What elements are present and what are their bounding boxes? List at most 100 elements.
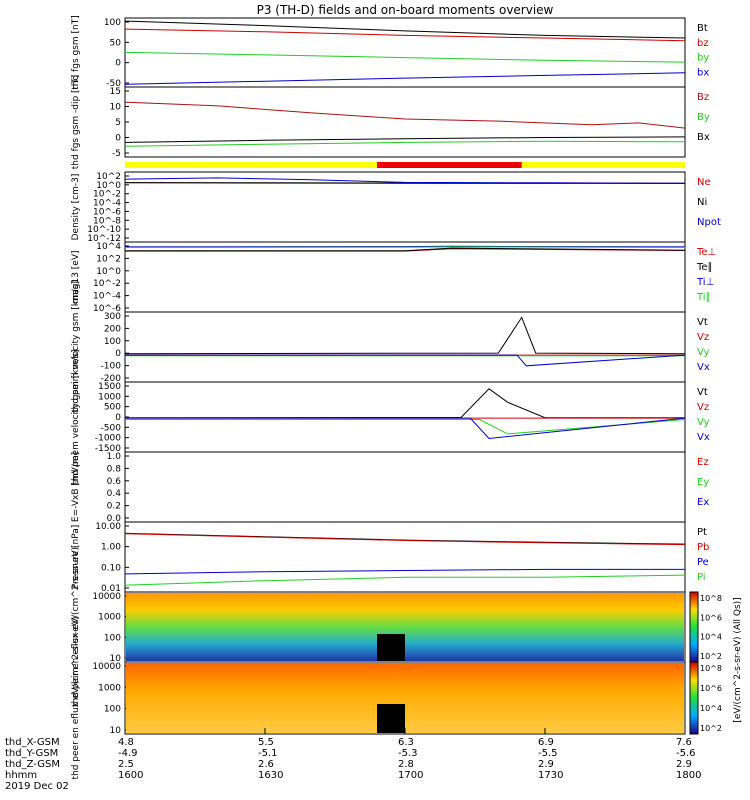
y-tick-label: 200 (104, 324, 121, 334)
series-line-Pe (124, 568, 685, 575)
y-tick-label: 15 (110, 87, 121, 97)
y-tick-label: 10^-6 (93, 304, 121, 314)
eph-t-4: 1800 (676, 770, 701, 781)
y-tick-label: 5 (115, 118, 121, 128)
eph-y-0: -4.9 (118, 748, 138, 759)
y-tick-label: 10 (110, 654, 122, 664)
panel-9: thd peer en eflux eV/(cm^2-s-sr-eV) 10000… (71, 616, 722, 779)
legend-entry: Ex (697, 497, 709, 508)
y-tick-label: 0.10 (101, 563, 121, 573)
series-line-Pi (124, 574, 686, 586)
y-tick-label: 1.0 (107, 452, 122, 462)
eph-label-x: thd_X-GSM (5, 737, 60, 748)
eph-t-1: 1630 (258, 770, 283, 781)
legend-entry: Vz (697, 402, 709, 413)
legend-entry: Ne (697, 177, 711, 188)
panel-5: thd peem velocity gsm [km/s] 150010005000… (71, 349, 710, 484)
legend-entry: bx (697, 67, 709, 78)
y-tick-label: 10^-8 (93, 216, 121, 226)
y-tick-label: -100 (101, 362, 122, 372)
series-line-bz (124, 28, 686, 42)
y-tick-label: 10^-10 (87, 225, 121, 235)
panel-frame (124, 381, 686, 453)
panel-frame (124, 241, 686, 313)
data-gap (377, 704, 405, 733)
panel-ylabel: E=-VxB [mV/m] (71, 452, 81, 522)
legend-entry: Vy (697, 347, 710, 358)
panel-ylabel: Pressure [nPa] (71, 525, 81, 590)
y-tick-label: 100 (104, 18, 121, 28)
legend-entry: by (697, 53, 709, 64)
panel-6: E=-VxB [mV/m] 1.0 0.8 0.6 0.4 0.2 0.0 Ez Ey Ex (71, 451, 709, 524)
panel-8: thd peir en eflux eV/(cm^2-s-sr-eV) 10000… (71, 547, 722, 707)
panel-1: thd fgs gsm -dip [nT] 15 10 5 0 -5 Bz By Bx (71, 75, 710, 170)
figure-title: P3 (TH-D) fields and on-board moments ov… (257, 3, 554, 17)
eph-x-1: 5.5 (258, 737, 274, 748)
panel-4: thd peim velocity gsm [km/s] 3002001000-1… (71, 281, 710, 413)
y-tick-label: 50 (110, 38, 122, 48)
series-line-bx (124, 72, 686, 85)
panel-ylabel: thd peer en eflux eV/(cm^2-s-sr-eV) (71, 616, 81, 779)
series-line-Ti⊥ (124, 245, 686, 248)
eph-t-0: 1600 (118, 770, 143, 781)
y-tick-label: 10^0 (96, 267, 121, 277)
quality-flag-segment (377, 162, 522, 168)
series-line-Bz (124, 101, 686, 129)
data-gap (377, 634, 405, 661)
series-line-Ti∥ (124, 246, 686, 248)
y-tick-label: 10000 (92, 592, 121, 602)
eph-y-2: -5.3 (398, 748, 418, 759)
series-line-by (124, 51, 686, 63)
panel-frame (124, 17, 686, 88)
y-tick-label: 0.8 (107, 464, 122, 474)
series-line-Te∥ (125, 247, 686, 252)
eph-z-4: 2.9 (676, 759, 692, 770)
y-tick-label: 10^-4 (93, 199, 121, 209)
colorbar-tick-label: 10^8 (700, 594, 722, 603)
y-tick-label: 0.2 (107, 502, 121, 512)
eph-t-2: 1700 (398, 770, 423, 781)
panel-3: mag13 [eV] 10^4 10^2 10^0 10^-2 10^-4 10^-6 Te⊥… (71, 241, 716, 314)
eph-x-2: 6.3 (398, 737, 414, 748)
panel-7: Pressure [nPa] 10.00 1.00 0.10 0.01 Pt Pb Pe Pi (71, 521, 709, 594)
colorbar-tick-label: 10^6 (700, 613, 722, 622)
colorbar-tick-label: 10^4 (700, 633, 722, 642)
y-tick-label: 10^2 (96, 254, 121, 264)
legend-entry: By (697, 112, 710, 123)
series-line-Npot (124, 177, 686, 184)
y-tick-label: 0.01 (101, 584, 121, 594)
y-tick-label: 10 (110, 103, 122, 113)
y-tick-label: 0.4 (107, 489, 122, 499)
legend-entry: Npot (697, 217, 721, 228)
ephemeris-block: thd_X-GSM thd_Y-GSM thd_Z-GSM hhmm 2019 … (5, 737, 701, 792)
legend-entry: Pi (697, 572, 706, 583)
panel-frame (124, 311, 686, 383)
legend-entry: Pt (697, 527, 707, 538)
y-tick-label: 300 (104, 312, 121, 322)
y-tick-label: 1000 (98, 613, 121, 623)
series-line-Vy (125, 419, 686, 435)
panel-frame (124, 521, 686, 593)
legend-entry: Pe (697, 557, 709, 568)
y-tick-label: -1500 (95, 444, 121, 454)
legend-entry: Bz (697, 92, 709, 103)
legend-entry: Ez (697, 457, 709, 468)
y-tick-label: 1000 (98, 683, 121, 693)
legend-entry: bz (697, 38, 709, 49)
y-tick-label: -5 (112, 149, 121, 159)
legend-entry: Bt (697, 23, 708, 34)
legend-entry: Ey (697, 477, 709, 488)
eph-x-0: 4.8 (118, 737, 134, 748)
panel-ylabel: thd peem velocity gsm [km/s] (71, 349, 81, 484)
y-tick-label: 10^4 (96, 242, 121, 252)
y-tick-label: 1000 (98, 392, 121, 402)
series-line-Vx (125, 417, 686, 440)
eph-label-z: thd_Z-GSM (5, 759, 60, 770)
series-line-Pt (124, 532, 686, 545)
panel-0: thd fgs gsm [nT] 100 50 0 -50 Bt bz by bx (71, 15, 709, 90)
y-tick-label: 10.00 (95, 522, 121, 532)
legend-entry: Ti∥ (696, 292, 711, 303)
eph-y-1: -5.1 (258, 748, 278, 759)
